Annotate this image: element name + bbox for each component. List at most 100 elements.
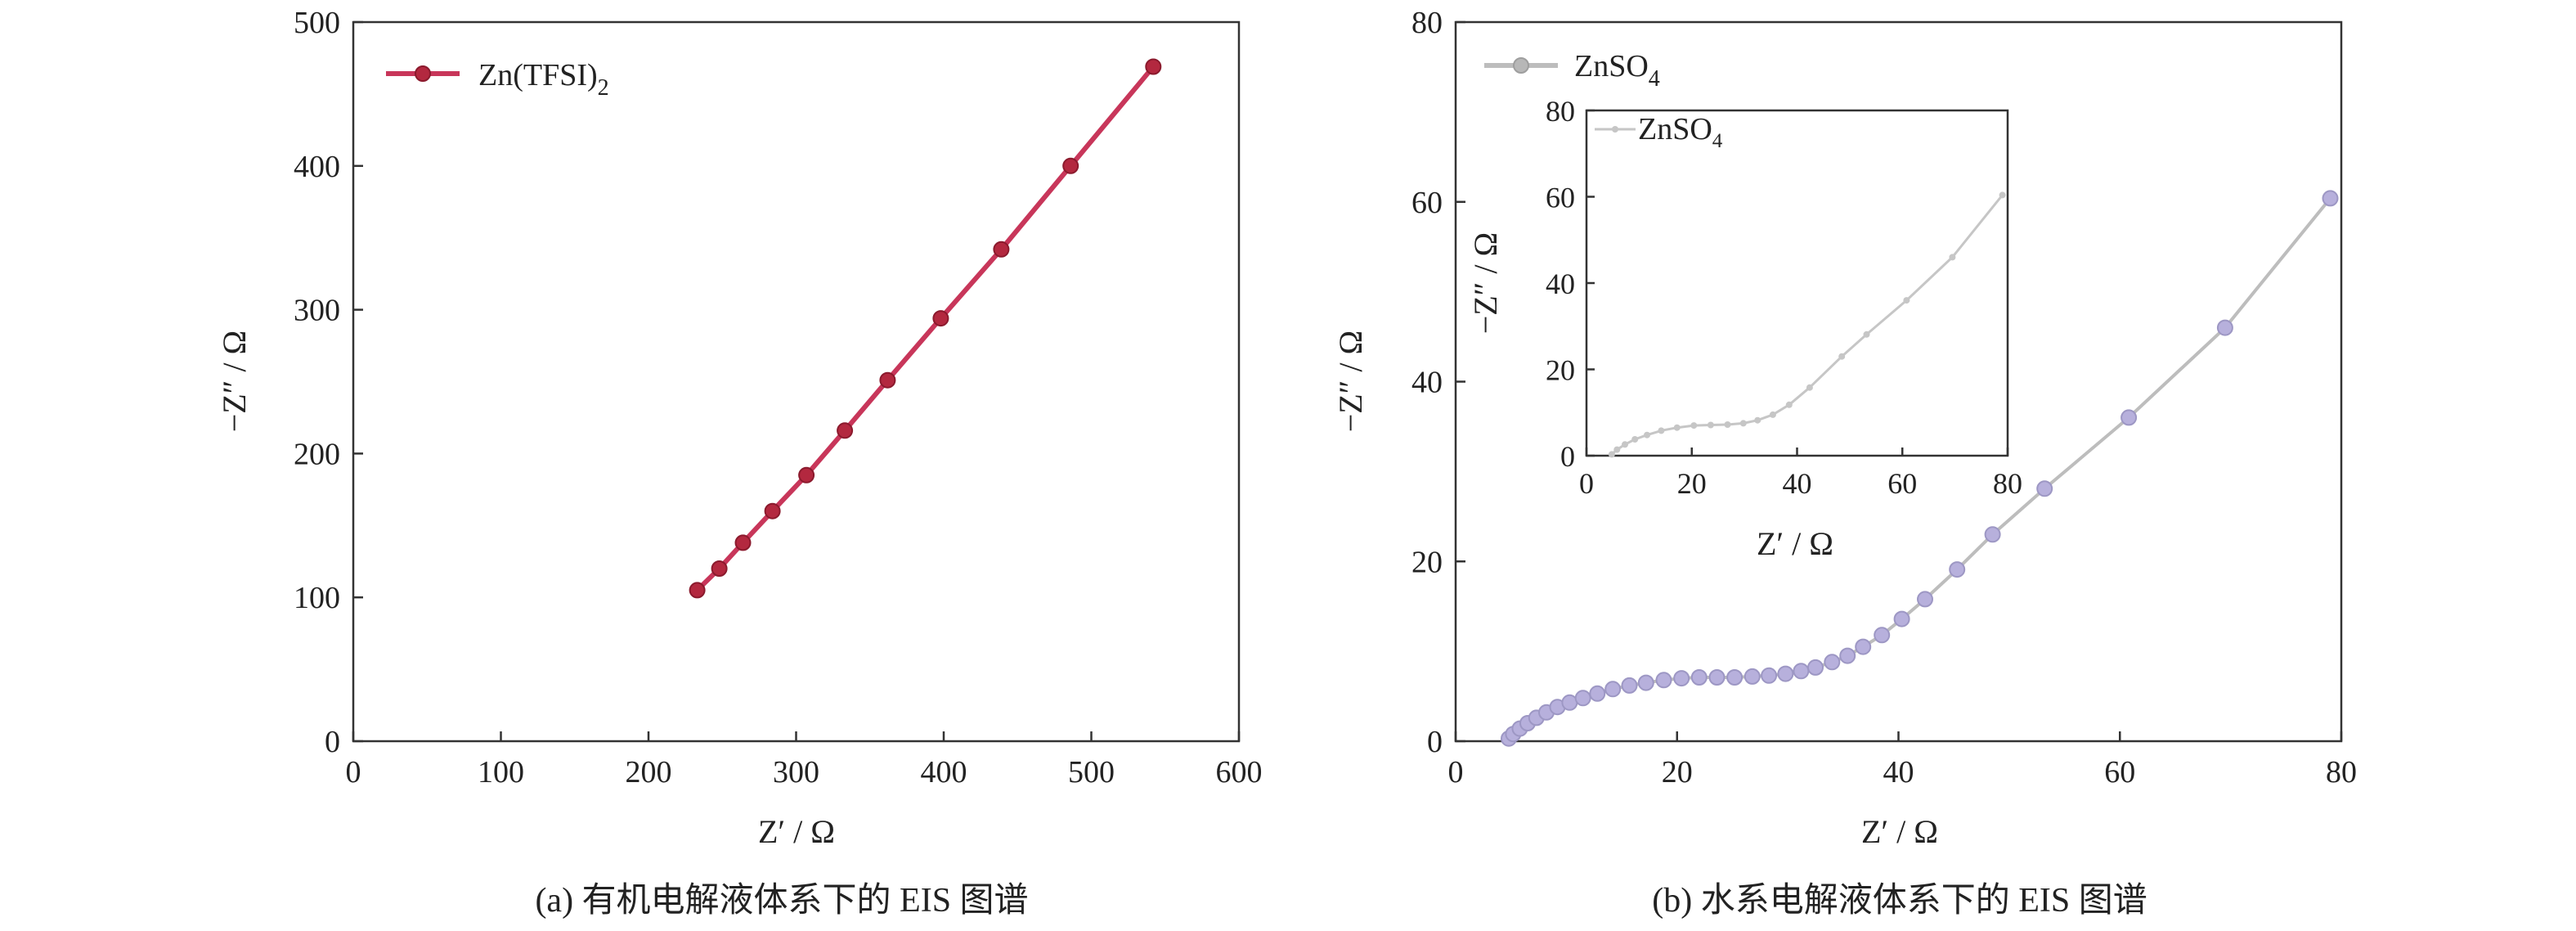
b-data-point [1917,591,1933,608]
chart-b-inset-ylabel: −Z″ / Ω [1467,232,1504,335]
a-y-tick-label: 100 [294,581,340,615]
i-data-point [1613,446,1621,453]
chart-a-legend: Zn(TFSI)2 [386,58,609,101]
chart-b-inset-legend-subscript: 4 [1712,130,1723,152]
b-data-point [1744,668,1761,685]
chart-b-inset-legend-marker [1612,126,1618,133]
i-data-point [1724,421,1731,428]
a-data-point [932,310,949,327]
a-data-point [879,371,896,389]
chart-b-inset-legend: ZnSO4 [1595,112,1723,152]
chart-a-xlabel: Z′ / Ω [758,813,835,850]
i-y-tick-label: 80 [1546,95,1575,128]
chart-a-legend-marker [415,65,431,82]
b-data-point [2120,409,2138,426]
i-data-point [1949,254,1956,261]
b-data-point [1574,690,1591,707]
chart-a-x-ticks: 0 100 200 300 400 500 600 [346,731,1263,789]
b-data-point [1621,677,1638,694]
i-x-tick-label: 60 [1887,467,1917,500]
i-data-point [1631,436,1639,443]
i-y-tick-label: 20 [1546,354,1575,387]
chart-b-x-ticks: 0 20 40 60 80 [1448,731,2357,789]
b-y-tick-label: 60 [1411,186,1443,220]
b-data-point [1604,681,1622,698]
chart-b-ylabel: −Z″ / Ω [1332,331,1369,433]
a-x-tick-label: 300 [773,755,819,789]
chart-b-inset: 0 20 40 60 80 0 20 40 60 80 ZnSO4 Z′ / Ω −Z″ / Ω [1467,95,2022,562]
b-data-point [1874,627,1891,644]
chart-a-series [689,58,1162,599]
b-y-tick-label: 20 [1411,545,1443,579]
b-data-point [2216,319,2233,336]
chart-b-series [1501,190,2339,747]
b-data-point [1708,669,1726,686]
i-x-tick-label: 40 [1783,467,1812,500]
i-data-point [1785,401,1793,408]
a-data-point [993,241,1010,258]
i-data-point [1769,411,1776,418]
b-data-point [1893,610,1910,627]
i-data-point [1999,191,2006,199]
chart-b-inset-legend-label: ZnSO4 [1638,112,1723,152]
chart-b-inset-x-ticks: 0 20 40 60 80 [1579,448,2022,500]
chart-a-ylabel: −Z″ / Ω [216,331,253,433]
i-data-point [1658,427,1665,434]
i-data-point [1739,420,1747,427]
chart-a-y-ticks: 0 100 200 300 400 500 [294,6,363,759]
b-x-tick-label: 20 [1662,755,1693,789]
a-data-point [798,466,815,483]
chart-a-legend-subscript: 2 [598,75,609,101]
a-data-point [1062,157,1079,174]
b-data-point [1855,638,1872,655]
chart-b-xlabel: Z′ / Ω [1861,813,1938,850]
i-x-tick-label: 20 [1677,467,1707,500]
chart-b-y-ticks: 0 20 40 60 80 [1411,6,1465,759]
a-data-point [711,560,728,577]
chart-b-inset-legend-text: ZnSO [1638,112,1712,146]
a-y-tick-label: 0 [325,725,340,759]
i-y-tick-label: 0 [1560,440,1575,473]
b-data-point [1949,561,1966,578]
a-x-tick-label: 500 [1068,755,1115,789]
i-data-point [1673,424,1681,431]
b-data-point [1589,685,1606,702]
chart-b-legend-subscript: 4 [1649,66,1660,92]
i-data-point [1608,451,1615,458]
b-data-point [1807,659,1824,676]
a-x-tick-label: 100 [478,755,524,789]
i-x-tick-label: 80 [1993,467,2022,500]
b-data-point [1655,672,1672,689]
chart-b-legend-label: ZnSO4 [1574,49,1660,92]
a-data-point [764,502,781,519]
chart-b-caption: (b) 水系电解液体系下的 EIS 图谱 [1652,882,2147,920]
chart-a-legend-label: Zn(TFSI)2 [478,58,609,101]
b-data-point [1839,647,1856,664]
b-data-point [1984,526,2001,543]
chart-b-legend: ZnSO4 [1484,49,1660,92]
b-data-point [1793,663,1810,680]
b-data-point [1673,670,1690,687]
b-data-point [1824,654,1841,671]
i-data-point [1622,441,1628,448]
a-x-tick-label: 400 [921,755,967,789]
a-x-tick-label: 600 [1216,755,1263,789]
i-data-point [1903,297,1910,304]
b-data-point [1637,674,1654,691]
a-y-tick-label: 300 [294,294,340,328]
chart-a-legend-text: Zn(TFSI) [478,58,598,92]
b-data-point [1761,667,1778,684]
i-data-point [1806,384,1813,391]
b-x-tick-label: 80 [2326,755,2357,789]
b-y-tick-label: 40 [1411,366,1443,400]
b-x-tick-label: 60 [2104,755,2135,789]
a-x-tick-label: 0 [346,755,361,789]
i-data-point [1690,422,1698,430]
a-y-tick-label: 200 [294,437,340,471]
chart-b-inset-xlabel: Z′ / Ω [1757,525,1833,562]
chart-b-inset-series [1608,191,2006,458]
a-x-tick-label: 200 [626,755,672,789]
